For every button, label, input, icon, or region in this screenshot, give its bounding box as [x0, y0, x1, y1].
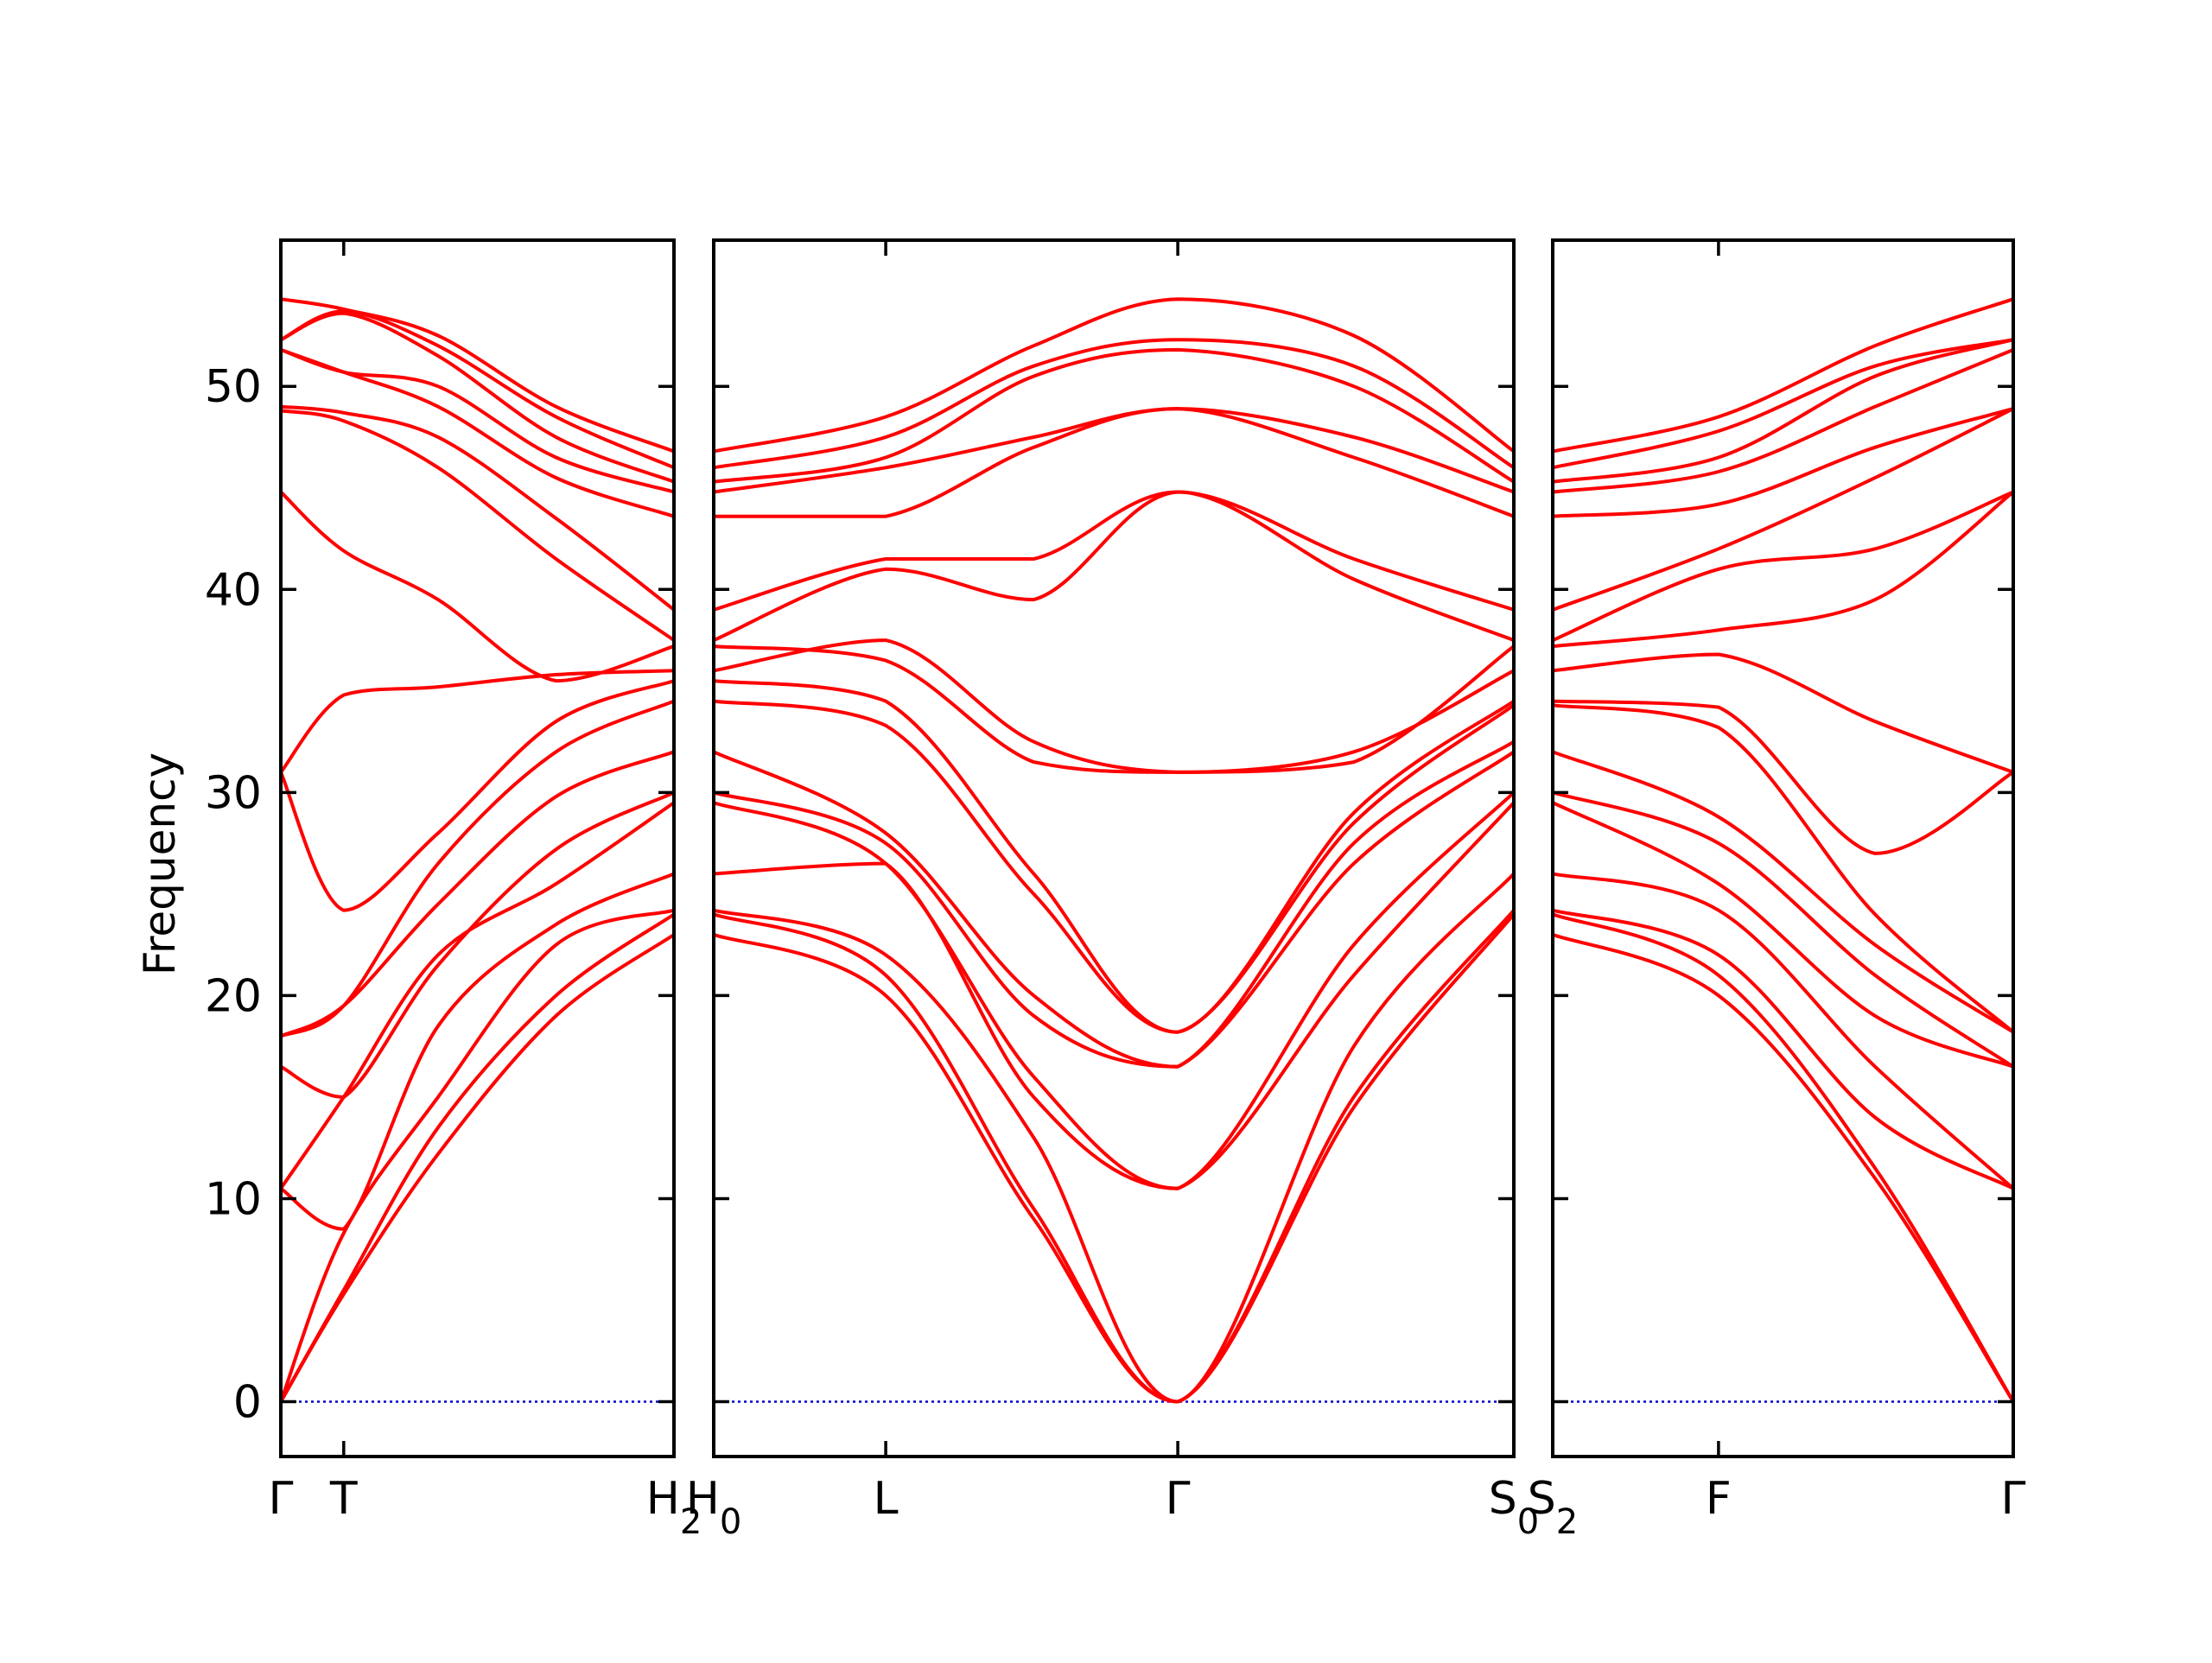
band-line	[712, 908, 1516, 1404]
band-line	[279, 490, 676, 683]
band-line	[279, 699, 676, 1038]
x-tick-label: Γ	[1166, 1473, 1191, 1525]
x-tick-label: T	[329, 1473, 358, 1525]
band-line	[279, 347, 676, 494]
band-line	[1551, 703, 2015, 1034]
band-line	[712, 490, 1516, 643]
band-line	[1551, 699, 2015, 855]
y-axis-label: Frequency	[135, 752, 185, 975]
band-line	[279, 679, 676, 912]
band-line	[279, 872, 676, 1231]
band-line	[279, 311, 676, 484]
band-line	[712, 679, 1516, 1034]
band-line	[279, 908, 676, 1404]
band-line	[279, 912, 676, 1404]
band-line	[712, 644, 1516, 774]
band-line	[279, 801, 676, 1190]
band-line	[712, 407, 1516, 494]
x-tick-label-subscript: 2	[680, 1502, 702, 1542]
x-tick-label: L	[874, 1473, 899, 1525]
band-line	[279, 404, 676, 612]
band-line	[1551, 490, 2015, 643]
band-line	[279, 309, 676, 470]
band-line	[1551, 347, 2015, 494]
x-tick-label-subscript: 0	[720, 1502, 741, 1542]
x-tick-label: Γ	[269, 1473, 294, 1525]
panel-frame	[1551, 238, 2015, 1458]
band-line	[279, 790, 676, 1099]
band-line	[1551, 338, 2015, 470]
band-line	[1551, 801, 2015, 1069]
band-line	[712, 750, 1516, 1069]
band-line	[279, 347, 676, 518]
x-tick-label: Γ	[2001, 1473, 2026, 1525]
band-line	[712, 297, 1516, 454]
band-line	[1551, 652, 2015, 774]
band-line	[1551, 750, 2015, 1034]
band-line	[712, 490, 1516, 612]
band-line	[1551, 872, 2015, 1190]
band-line	[279, 409, 676, 643]
panel-frame	[279, 238, 676, 1458]
x-tick-label-subscript: 2	[1556, 1502, 1578, 1542]
x-tick-label-subscript: 0	[1517, 1502, 1539, 1542]
band-line	[1551, 912, 2015, 1404]
band-line	[1551, 908, 2015, 1190]
band-line	[712, 739, 1516, 1069]
band-line	[1551, 297, 2015, 454]
band-line	[1551, 338, 2015, 484]
y-tick-label: 40	[205, 564, 262, 616]
band-line	[279, 932, 676, 1404]
y-tick-label: 0	[233, 1377, 262, 1429]
band-line	[712, 872, 1516, 1404]
y-tick-label: 30	[205, 767, 262, 819]
band-line	[279, 297, 676, 454]
y-tick-label: 20	[205, 970, 262, 1022]
band-line	[712, 347, 1516, 484]
band-line	[1551, 407, 2015, 612]
band-line	[712, 338, 1516, 470]
band-line	[712, 638, 1516, 774]
band-line	[1551, 932, 2015, 1404]
band-line	[1551, 790, 2015, 1069]
band-line	[1551, 490, 2015, 649]
band-line	[1551, 407, 2015, 518]
band-line	[712, 407, 1516, 518]
band-line	[712, 699, 1516, 1034]
y-tick-label: 50	[205, 361, 262, 413]
band-line	[712, 790, 1516, 1190]
panel-frame	[712, 238, 1516, 1458]
x-tick-label: F	[1706, 1473, 1732, 1525]
y-tick-label: 10	[205, 1173, 262, 1225]
